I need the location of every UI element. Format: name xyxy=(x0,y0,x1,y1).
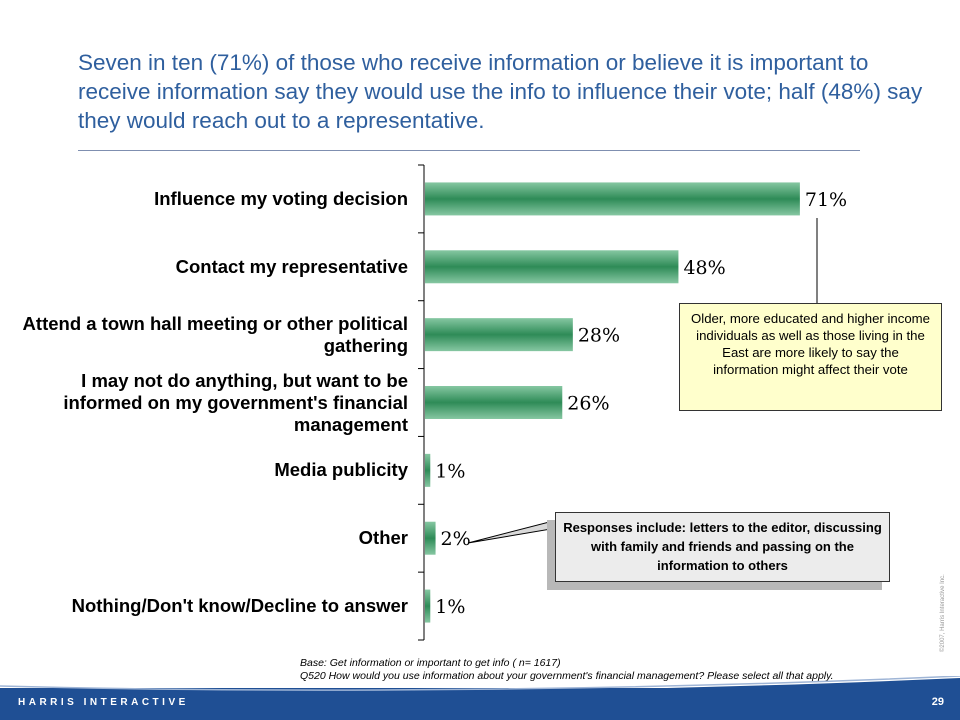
footnote-base: Base: Get information or important to ge… xyxy=(300,657,561,669)
bar-value-label: 1% xyxy=(435,460,465,482)
bar-value-label: 71% xyxy=(805,189,847,211)
category-label: Other xyxy=(358,527,408,549)
bar xyxy=(425,386,563,419)
bar-value-label: 1% xyxy=(435,596,465,618)
category-label: I may not do anything, but want to be in… xyxy=(63,369,408,435)
category-label: Nothing/Don't know/Decline to answer xyxy=(71,595,408,617)
category-label: Attend a town hall meeting or other poli… xyxy=(22,312,408,356)
bar-value-label: 26% xyxy=(567,393,609,415)
footnote: Base: Get information or important to ge… xyxy=(300,657,940,683)
category-label: Influence my voting decision xyxy=(154,187,408,209)
bar xyxy=(425,589,431,623)
footer-swoosh xyxy=(0,676,960,696)
title-divider xyxy=(78,150,860,151)
slide-title: Seven in ten (71%) of those who receive … xyxy=(78,50,923,133)
bar-value-label: 28% xyxy=(578,325,620,347)
page-number: 29 xyxy=(931,696,944,708)
bar xyxy=(425,521,436,555)
bar-value-label: 48% xyxy=(683,257,725,279)
category-label: Contact my representative xyxy=(175,255,408,277)
bar xyxy=(425,182,800,216)
bar-chart: 71% 48% 28% 26% 1% 2% 1% xyxy=(418,164,847,641)
bar xyxy=(425,318,573,352)
footnote-question: Q520 How would you use information about… xyxy=(300,670,834,682)
bar xyxy=(425,250,679,284)
copyright-text: ©2007, Harris Interactive Inc. xyxy=(940,574,946,652)
bar xyxy=(425,453,431,487)
category-label: Media publicity xyxy=(274,459,408,481)
brand-logo-text: HARRIS INTERACTIVE xyxy=(18,697,189,708)
bar-value-label: 2% xyxy=(441,528,471,550)
callout-connector-grey xyxy=(467,519,558,544)
callout-note-grey: Responses include: letters to the editor… xyxy=(555,512,890,582)
callout-note-yellow: Older, more educated and higher income i… xyxy=(679,303,942,411)
